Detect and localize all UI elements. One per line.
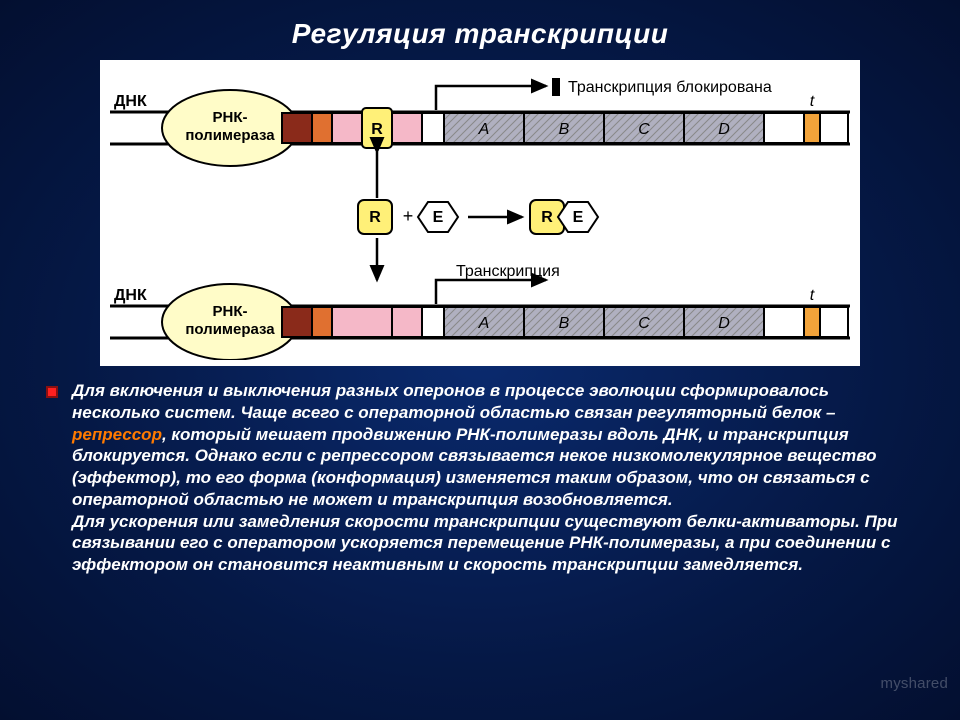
plus-sign: +: [403, 206, 414, 226]
body-text-1b: , который мешает продвижению РНК-полимер…: [72, 425, 877, 509]
gene-d-top: D: [718, 121, 730, 138]
blocked-label: Транскрипция блокирована: [568, 79, 772, 96]
svg-text:полимераза: полимераза: [185, 321, 275, 338]
gene-b-top: B: [559, 121, 570, 138]
body-text-2: Для ускорения или замедления скорости тр…: [72, 512, 898, 575]
gene-a-bot: A: [478, 315, 490, 332]
terminator-bot: t: [810, 287, 815, 304]
dna-label-bottom: ДНК: [114, 287, 147, 304]
body-paragraph: Для включения и выключения разных оперон…: [40, 380, 920, 576]
svg-text:R: R: [369, 209, 381, 226]
gene-d-bot: D: [718, 315, 730, 332]
gene-a-top: A: [478, 121, 490, 138]
polymerase-label-top-l2: полимераза: [185, 127, 275, 144]
gene-b-bot: B: [559, 315, 570, 332]
svg-text:РНК-: РНК-: [213, 303, 248, 320]
block-stop-icon: [552, 78, 560, 96]
page-title: Регуляция транскрипции: [40, 18, 920, 50]
dna-label-top: ДНК: [114, 93, 147, 110]
gene-c-bot: C: [638, 315, 650, 332]
gene-c-top: C: [638, 121, 650, 138]
repressor-r-top: R: [371, 121, 383, 138]
body-text-1a: Для включения и выключения разных оперон…: [72, 381, 835, 422]
arrow-blocked: [436, 86, 546, 110]
polymerase-label-top-l1: РНК-: [213, 109, 248, 126]
arrow-transcription: [436, 280, 546, 304]
svg-text:E: E: [433, 209, 444, 226]
transcription-label: Транскрипция: [456, 263, 560, 280]
highlight-repressor: репрессор: [72, 425, 162, 444]
svg-text:E: E: [573, 209, 584, 226]
bullet-icon: [46, 386, 58, 398]
watermark: myshared: [881, 675, 948, 692]
svg-text:R: R: [541, 209, 553, 226]
terminator-top: t: [810, 93, 815, 110]
operon-diagram: ДНК РНК- полимераза R A B C D: [100, 60, 860, 366]
